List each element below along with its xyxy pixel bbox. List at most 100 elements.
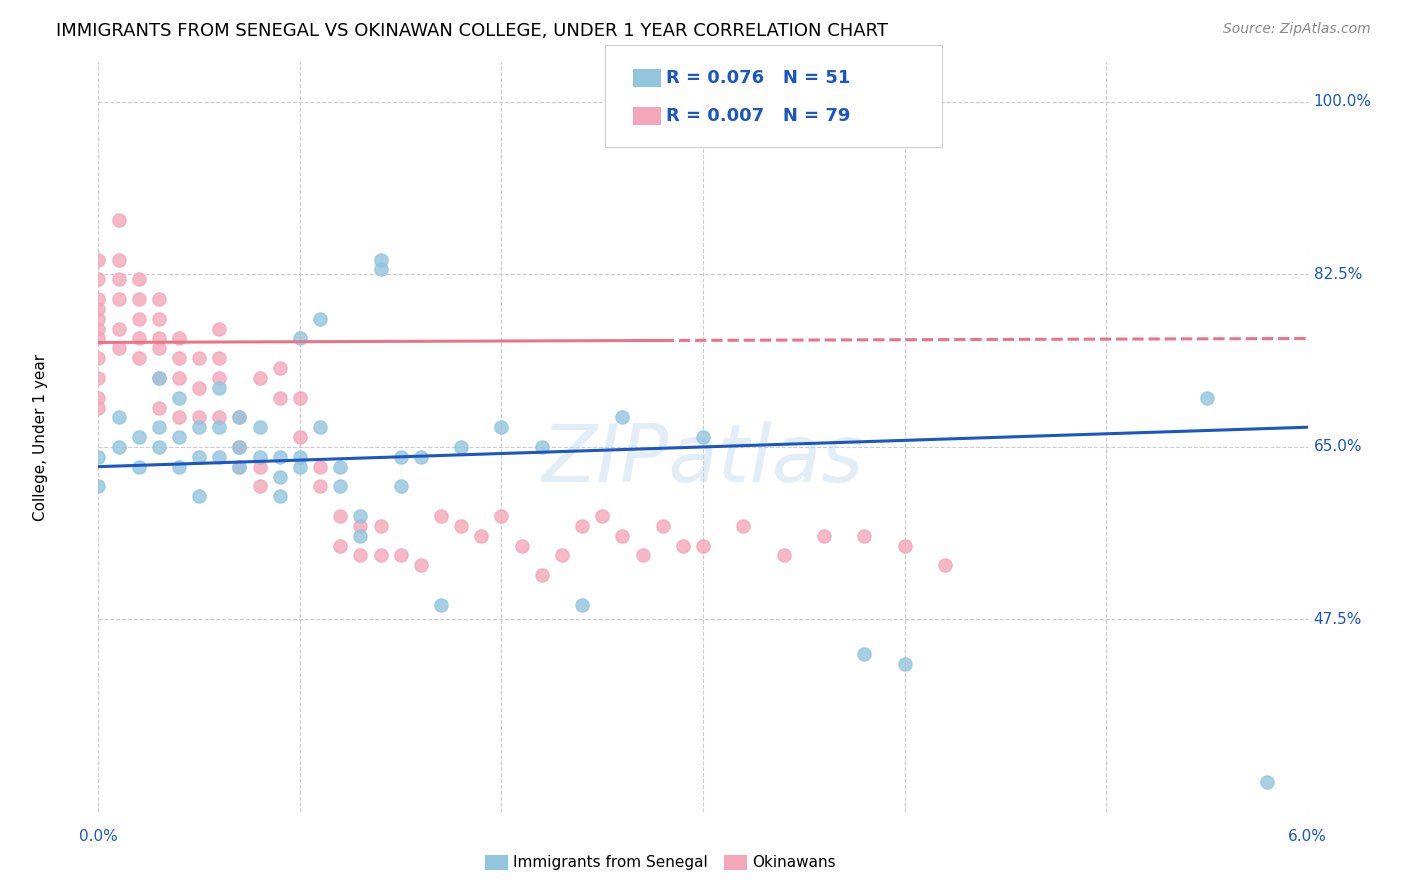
Point xyxy=(309,311,332,326)
Point xyxy=(329,508,352,523)
Point xyxy=(148,311,170,326)
Point xyxy=(87,391,110,405)
Point xyxy=(269,489,291,503)
Point xyxy=(470,529,492,543)
Text: Okinawans: Okinawans xyxy=(752,855,835,870)
Point xyxy=(288,450,311,464)
Point xyxy=(269,450,291,464)
Point xyxy=(389,479,412,493)
Text: ZIPatlas: ZIPatlas xyxy=(541,420,865,499)
Point xyxy=(651,518,673,533)
Point xyxy=(148,371,170,385)
Point xyxy=(148,371,170,385)
Point xyxy=(188,489,211,503)
Point xyxy=(148,292,170,306)
Point xyxy=(370,518,392,533)
Point xyxy=(107,213,129,227)
Text: Immigrants from Senegal: Immigrants from Senegal xyxy=(513,855,709,870)
Text: Source: ZipAtlas.com: Source: ZipAtlas.com xyxy=(1223,22,1371,37)
Point xyxy=(228,410,250,425)
Point xyxy=(893,657,915,671)
Point xyxy=(128,311,150,326)
Point xyxy=(389,450,412,464)
Point xyxy=(188,420,211,434)
Point xyxy=(530,440,553,454)
Point xyxy=(430,508,453,523)
Point xyxy=(167,410,190,425)
Point xyxy=(87,331,110,345)
Point xyxy=(167,371,190,385)
Point xyxy=(349,518,371,533)
Point xyxy=(167,459,190,474)
Point xyxy=(733,518,755,533)
Text: 100.0%: 100.0% xyxy=(1313,95,1372,110)
Point xyxy=(269,391,291,405)
Text: 65.0%: 65.0% xyxy=(1313,440,1362,454)
Point xyxy=(349,549,371,563)
Point xyxy=(249,459,271,474)
Point xyxy=(228,440,250,454)
Point xyxy=(107,272,129,286)
Text: 0.0%: 0.0% xyxy=(79,830,118,845)
Point xyxy=(107,252,129,267)
Point xyxy=(370,262,392,277)
Point xyxy=(309,459,332,474)
Point xyxy=(288,430,311,444)
Point xyxy=(228,459,250,474)
Point xyxy=(1256,775,1278,789)
Point xyxy=(208,351,231,366)
Point xyxy=(107,342,129,356)
Point xyxy=(87,371,110,385)
Point xyxy=(208,450,231,464)
Point xyxy=(329,539,352,553)
Point xyxy=(188,450,211,464)
Point xyxy=(389,549,412,563)
Point xyxy=(167,430,190,444)
Point xyxy=(551,549,574,563)
Point xyxy=(128,292,150,306)
Point xyxy=(269,361,291,376)
Point xyxy=(813,529,835,543)
Point xyxy=(148,401,170,415)
Point xyxy=(148,342,170,356)
Point xyxy=(87,301,110,316)
Point xyxy=(692,539,714,553)
Point xyxy=(370,549,392,563)
Point xyxy=(228,410,250,425)
Point xyxy=(409,558,432,573)
Point xyxy=(87,479,110,493)
Point xyxy=(208,420,231,434)
Point xyxy=(208,321,231,335)
Text: 6.0%: 6.0% xyxy=(1288,830,1327,845)
Point xyxy=(249,479,271,493)
Point xyxy=(530,568,553,582)
Point xyxy=(409,450,432,464)
Point xyxy=(329,459,352,474)
Point xyxy=(288,459,311,474)
Point xyxy=(893,539,915,553)
Point xyxy=(249,371,271,385)
Point xyxy=(370,252,392,267)
Point xyxy=(128,459,150,474)
Point xyxy=(107,292,129,306)
Point xyxy=(87,401,110,415)
Point xyxy=(510,539,533,553)
Point xyxy=(128,331,150,345)
Point xyxy=(107,321,129,335)
Point xyxy=(450,518,472,533)
Text: IMMIGRANTS FROM SENEGAL VS OKINAWAN COLLEGE, UNDER 1 YEAR CORRELATION CHART: IMMIGRANTS FROM SENEGAL VS OKINAWAN COLL… xyxy=(56,22,889,40)
Point xyxy=(87,252,110,267)
Point xyxy=(853,647,876,661)
Point xyxy=(87,450,110,464)
Point xyxy=(269,469,291,483)
Point xyxy=(672,539,695,553)
Point xyxy=(1195,391,1218,405)
Point xyxy=(309,420,332,434)
Point xyxy=(288,391,311,405)
Point xyxy=(208,381,231,395)
Text: 47.5%: 47.5% xyxy=(1313,612,1362,627)
Point xyxy=(450,440,472,454)
Text: R = 0.076   N = 51: R = 0.076 N = 51 xyxy=(666,69,851,87)
Point xyxy=(87,311,110,326)
Point xyxy=(591,508,613,523)
